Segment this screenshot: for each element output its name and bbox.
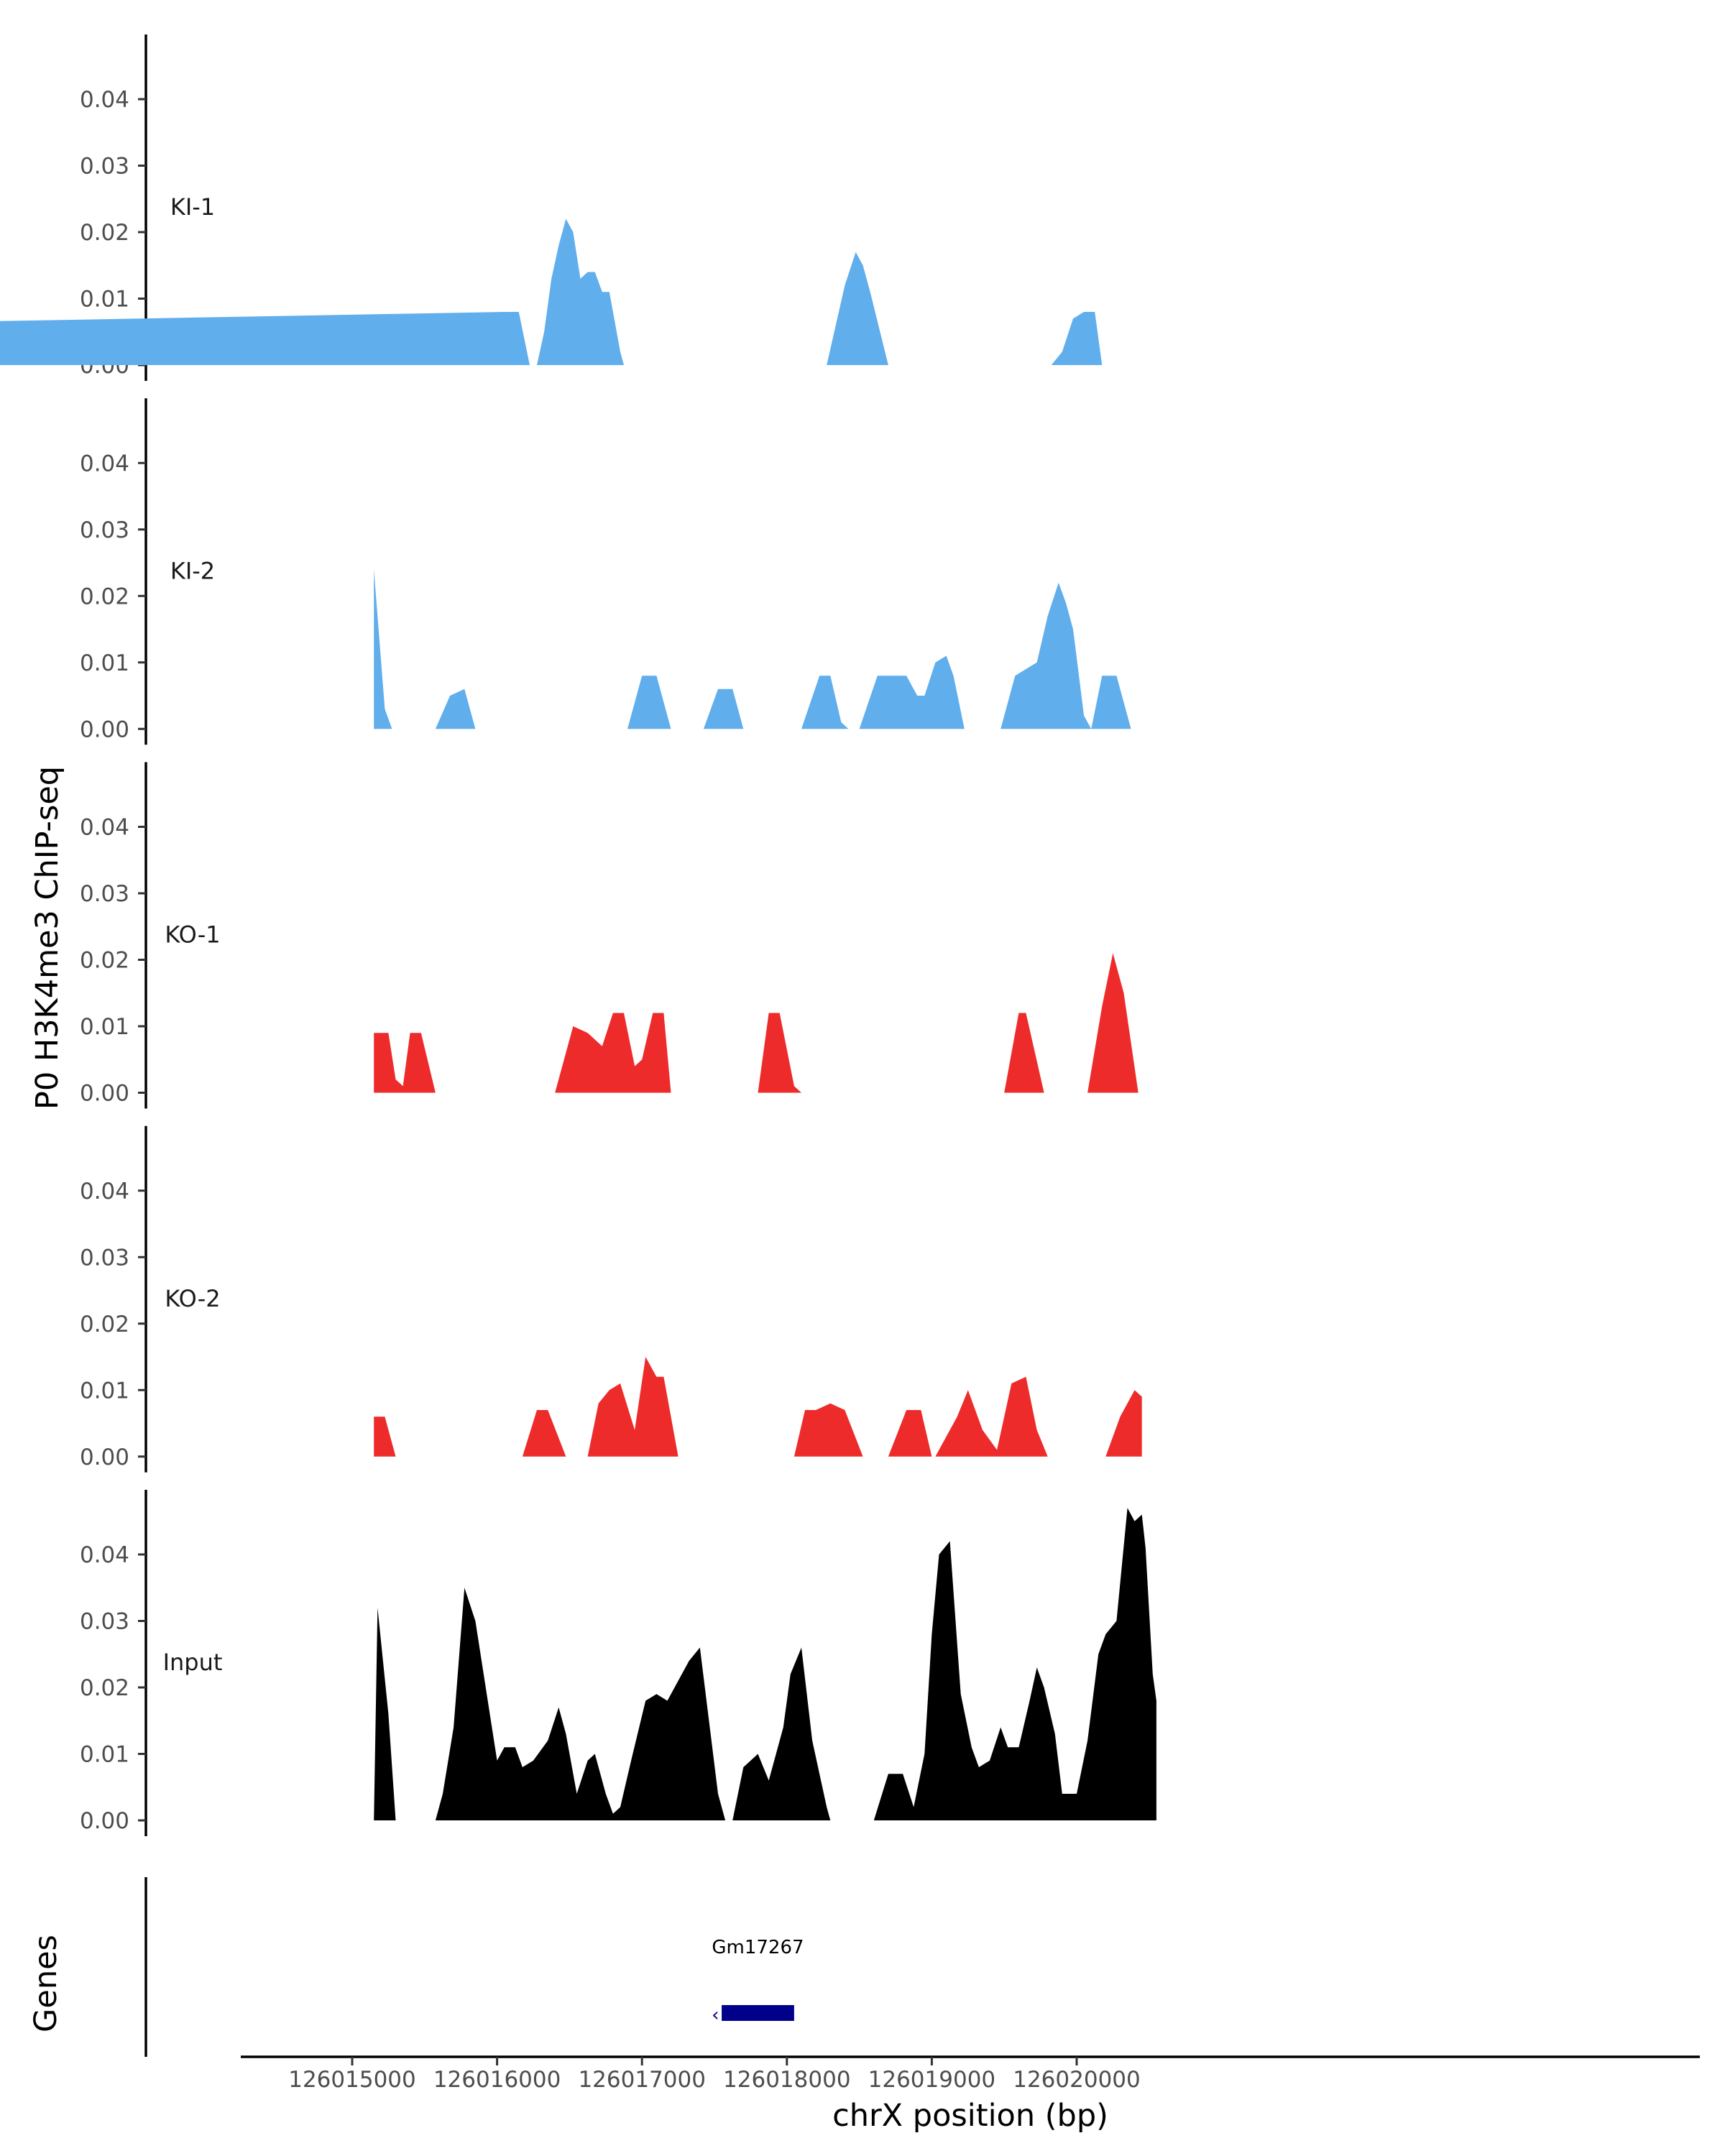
track-label: Input: [163, 1649, 223, 1676]
y-tick-label: 0.01: [80, 1742, 129, 1768]
signal-area: [801, 676, 849, 729]
y-tick-label: 0.01: [80, 1014, 129, 1040]
signal-area: [537, 218, 624, 365]
y-tick-label: 0.03: [80, 1245, 129, 1271]
track-label: KI-1: [170, 193, 215, 221]
y-tick-label: 0.00: [80, 1445, 129, 1470]
y-tick-label: 0.04: [80, 1542, 129, 1568]
x-tick-label: 126020000: [1013, 2067, 1141, 2093]
gene-track: Genes ‹ Gm17267: [28, 1877, 804, 2057]
y-tick-label: 0.01: [80, 287, 129, 313]
signal-area: [374, 1416, 396, 1457]
y-axis-title: P0 H3K4me3 ChIP-seq: [29, 766, 65, 1110]
track-ki-2: 0.00 0.01 0.02 0.03 0.04 KI-2: [80, 398, 1131, 745]
x-tick-label: 126015000: [288, 2067, 416, 2093]
track-ko-1: 0.00 0.01 0.02 0.03 0.04 KO-1: [80, 762, 1138, 1109]
signal-area: [703, 688, 744, 729]
gene-label: Gm17267: [712, 1937, 804, 1958]
signal-area: [555, 1013, 671, 1093]
track-input: 0.00 0.01 0.02 0.03 0.04 Input: [80, 1490, 1156, 1836]
track-label: KO-2: [165, 1285, 220, 1312]
y-tick-label: 0.02: [80, 584, 129, 609]
y-tick-label: 0.03: [80, 517, 129, 543]
y-tick-label: 0.04: [80, 451, 129, 476]
signal-area: [827, 252, 888, 365]
y-tick-label: 0.02: [80, 1312, 129, 1337]
y-tick-label: 0.00: [80, 1808, 129, 1834]
y-tick-label: 0.02: [80, 1675, 129, 1701]
y-tick-label: 0.03: [80, 154, 129, 180]
signal-area: [859, 655, 965, 729]
y-tick-label: 0.01: [80, 650, 129, 676]
y-tick-label: 0.02: [80, 948, 129, 974]
y-tick-label: 0.04: [80, 1179, 129, 1204]
signal-area: [873, 1508, 1156, 1820]
signal-area: [627, 676, 671, 729]
y-tick-label: 0.00: [80, 717, 129, 742]
signal-area: [522, 1410, 566, 1457]
signal-area: [1091, 676, 1131, 729]
signal-area: [1051, 312, 1103, 365]
signal-area: [435, 688, 476, 729]
x-axis: chrX position (bp) 126015000 126016000 126…: [241, 2055, 1700, 2134]
signal-area: [374, 569, 392, 729]
signal-area: [1105, 1390, 1142, 1457]
signal-area: [888, 1410, 932, 1457]
x-tick-label: 126017000: [578, 2067, 706, 2093]
gene-track-title: Genes: [28, 1935, 64, 2032]
signal-area: [435, 1588, 726, 1820]
signal-area: [1000, 582, 1092, 729]
y-tick-label: 0.00: [80, 1081, 129, 1107]
x-tick-label: 126018000: [723, 2067, 851, 2093]
signal-area: [732, 1647, 831, 1820]
y-tick-label: 0.01: [80, 1378, 129, 1404]
gene-body: [722, 2005, 794, 2021]
signal-area: [374, 1033, 436, 1093]
x-tick-label: 126016000: [433, 2067, 561, 2093]
y-tick-label: 0.04: [80, 815, 129, 841]
signal-area: [935, 1376, 1048, 1457]
track-label: KI-2: [170, 557, 215, 584]
y-tick-label: 0.04: [80, 87, 129, 113]
signal-area: [587, 1357, 678, 1457]
signal-area: [1087, 953, 1138, 1093]
signal-area: [758, 1013, 801, 1093]
y-tick-label: 0.03: [80, 1609, 129, 1635]
x-tick-label: 126019000: [868, 2067, 996, 2093]
signal-area: [794, 1403, 863, 1457]
y-tick-label: 0.03: [80, 881, 129, 907]
signal-area: [0, 312, 530, 365]
chip-seq-tracks: 0.00 0.01 0.02 0.03 0.04 KI-1 0.00 0.01 0.02 0.03…: [0, 34, 1156, 1836]
track-ko-2: 0.00 0.01 0.02 0.03 0.04 KO-2: [80, 1125, 1142, 1473]
signal-area: [1004, 1013, 1044, 1093]
signal-area: [374, 1608, 396, 1820]
strand-arrow-icon: ‹: [712, 2004, 719, 2026]
y-tick-label: 0.02: [80, 220, 129, 246]
x-axis-title: chrX position (bp): [832, 2098, 1108, 2134]
track-label: KO-1: [165, 921, 220, 949]
